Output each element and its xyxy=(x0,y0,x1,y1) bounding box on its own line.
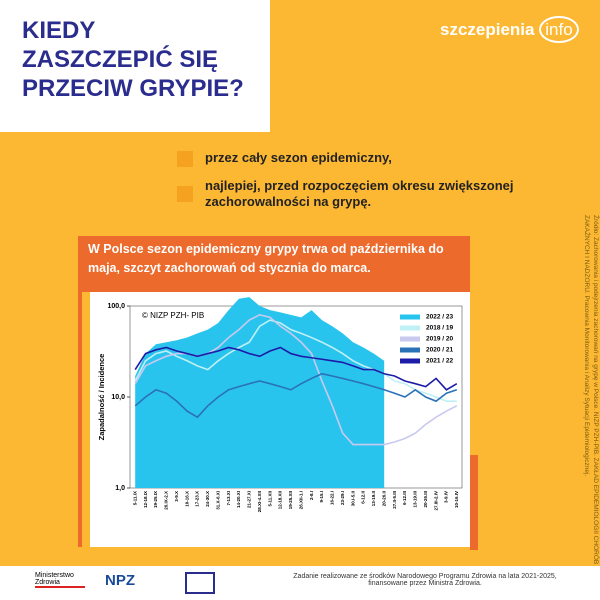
x-tick-label: 19-25.IX xyxy=(153,491,158,508)
x-tick-label: 31.X-6.XI xyxy=(215,491,220,510)
legend-label: 2022 / 23 xyxy=(426,314,453,321)
legend-label: 2021 / 22 xyxy=(426,358,453,365)
x-tick-label: 28.XI-4.XII xyxy=(257,491,262,512)
footer: Ministerstwo Zdrowia NPZ Zadanie realizo… xyxy=(0,566,600,600)
x-tick-label: 26.XII-1.I xyxy=(298,491,303,509)
x-tick-label: 27.III-2.IV xyxy=(433,491,438,511)
x-tick-label: 16-22.I xyxy=(330,491,335,505)
area xyxy=(135,297,385,488)
x-tick-label: 10-16.IV xyxy=(454,491,459,508)
x-tick-label: 23-29.I xyxy=(340,491,345,505)
x-tick-label: 6-12.III xyxy=(402,491,407,505)
legend-swatch xyxy=(400,314,420,320)
legend-label: 2020 / 21 xyxy=(426,347,453,354)
footer-line: finansowane przez Ministra Zdrowia. xyxy=(368,580,482,587)
bullet-text: przez cały sezon epidemiczny, xyxy=(205,150,392,165)
x-tick-label: 6-12.II xyxy=(361,491,366,504)
y-tick-label: 10,0 xyxy=(111,394,125,401)
line xyxy=(134,372,458,419)
x-tick-label: 3-9.IV xyxy=(444,491,449,503)
x-tick-label: 5-11.XII xyxy=(267,491,272,507)
x-tick-label: 12-18.IX xyxy=(143,491,148,508)
x-tick-label: 27.II-5.III xyxy=(392,491,397,509)
bullet: przez cały sezon epidemiczny, xyxy=(177,150,505,167)
chart: 1,0 10,0 100,0 Zapadalność / Incidence 5-11.… xyxy=(90,292,470,547)
accent xyxy=(78,292,82,547)
x-tick-label: 9-15.I xyxy=(319,491,324,503)
title-line: KIEDY xyxy=(22,17,96,44)
x-tick-label: 12-18.XII xyxy=(278,491,283,509)
npz-logo: NPZ xyxy=(105,572,135,589)
legend-swatch xyxy=(400,358,420,364)
footer-note: Zadanie realizowane ze środków Narodoweg… xyxy=(290,573,560,587)
x-tick-label: 5-11.IX xyxy=(132,491,137,505)
institute-logo xyxy=(185,572,215,594)
x-tick-label: 13-19.III xyxy=(413,491,418,508)
legend-label: 2018 / 19 xyxy=(426,325,453,332)
legend-label: 2019 / 20 xyxy=(426,336,453,343)
bullet: najlepiej, przed rozpoczęciem okresu zwi… xyxy=(177,178,555,210)
line xyxy=(134,346,458,391)
ministry-logo: Ministerstwo Zdrowia xyxy=(35,572,85,588)
y-tick-label: 100,0 xyxy=(107,303,125,310)
x-tick-label: 3-9.X xyxy=(174,491,179,502)
footer-line: Zadanie realizowane ze środków Narodoweg… xyxy=(293,573,557,580)
y-axis-label: Zapadalność / Incidence xyxy=(97,354,106,441)
x-tick-label: 30.I-5.II xyxy=(350,491,355,506)
legend-swatch xyxy=(400,336,420,342)
x-tick-label: 24-30.X xyxy=(205,491,210,507)
x-tick-label: 20-26.III xyxy=(423,491,428,508)
x-tick-label: 13-19.II xyxy=(371,491,376,506)
logo: szczepienia info xyxy=(440,16,579,43)
logo-text: szczepienia xyxy=(440,20,535,39)
line xyxy=(134,319,457,402)
legend-swatch xyxy=(400,347,420,353)
x-tick-label: 26.IX-2.X xyxy=(164,491,169,510)
legend-swatch xyxy=(400,325,420,331)
x-tick-label: 14-20.XI xyxy=(236,491,241,508)
bullet-text: najlepiej, przed rozpoczęciem okresu zwi… xyxy=(205,178,514,209)
title-box: KIEDY ZASZCZEPIĆ SIĘ PRZECIW GRYPIE? xyxy=(0,0,270,132)
accent xyxy=(470,455,478,550)
x-tick-label: 10-16.X xyxy=(184,491,189,507)
x-tick-label: 19-25.XII xyxy=(288,491,293,509)
x-tick-label: 7-13.XI xyxy=(226,491,231,506)
source: Źródło: Zachorowania i podejrzenia zacho… xyxy=(583,215,599,565)
x-tick-label: 21-27.XI xyxy=(247,491,252,508)
banner: W Polsce sezon epidemiczny grypy trwa od… xyxy=(78,236,470,292)
x-tick-label: 2-8.I xyxy=(309,491,314,500)
title-line: ZASZCZEPIĆ SIĘ xyxy=(22,46,219,73)
title-line: PRZECIW GRYPIE? xyxy=(22,75,244,102)
logo-text: info xyxy=(539,16,579,43)
annotation: © NIZP PZH- PIB xyxy=(142,311,204,320)
y-tick-label: 1,0 xyxy=(115,485,125,492)
x-tick-label: 17-23.X xyxy=(195,491,200,507)
x-tick-label: 20-26.II xyxy=(381,491,386,506)
